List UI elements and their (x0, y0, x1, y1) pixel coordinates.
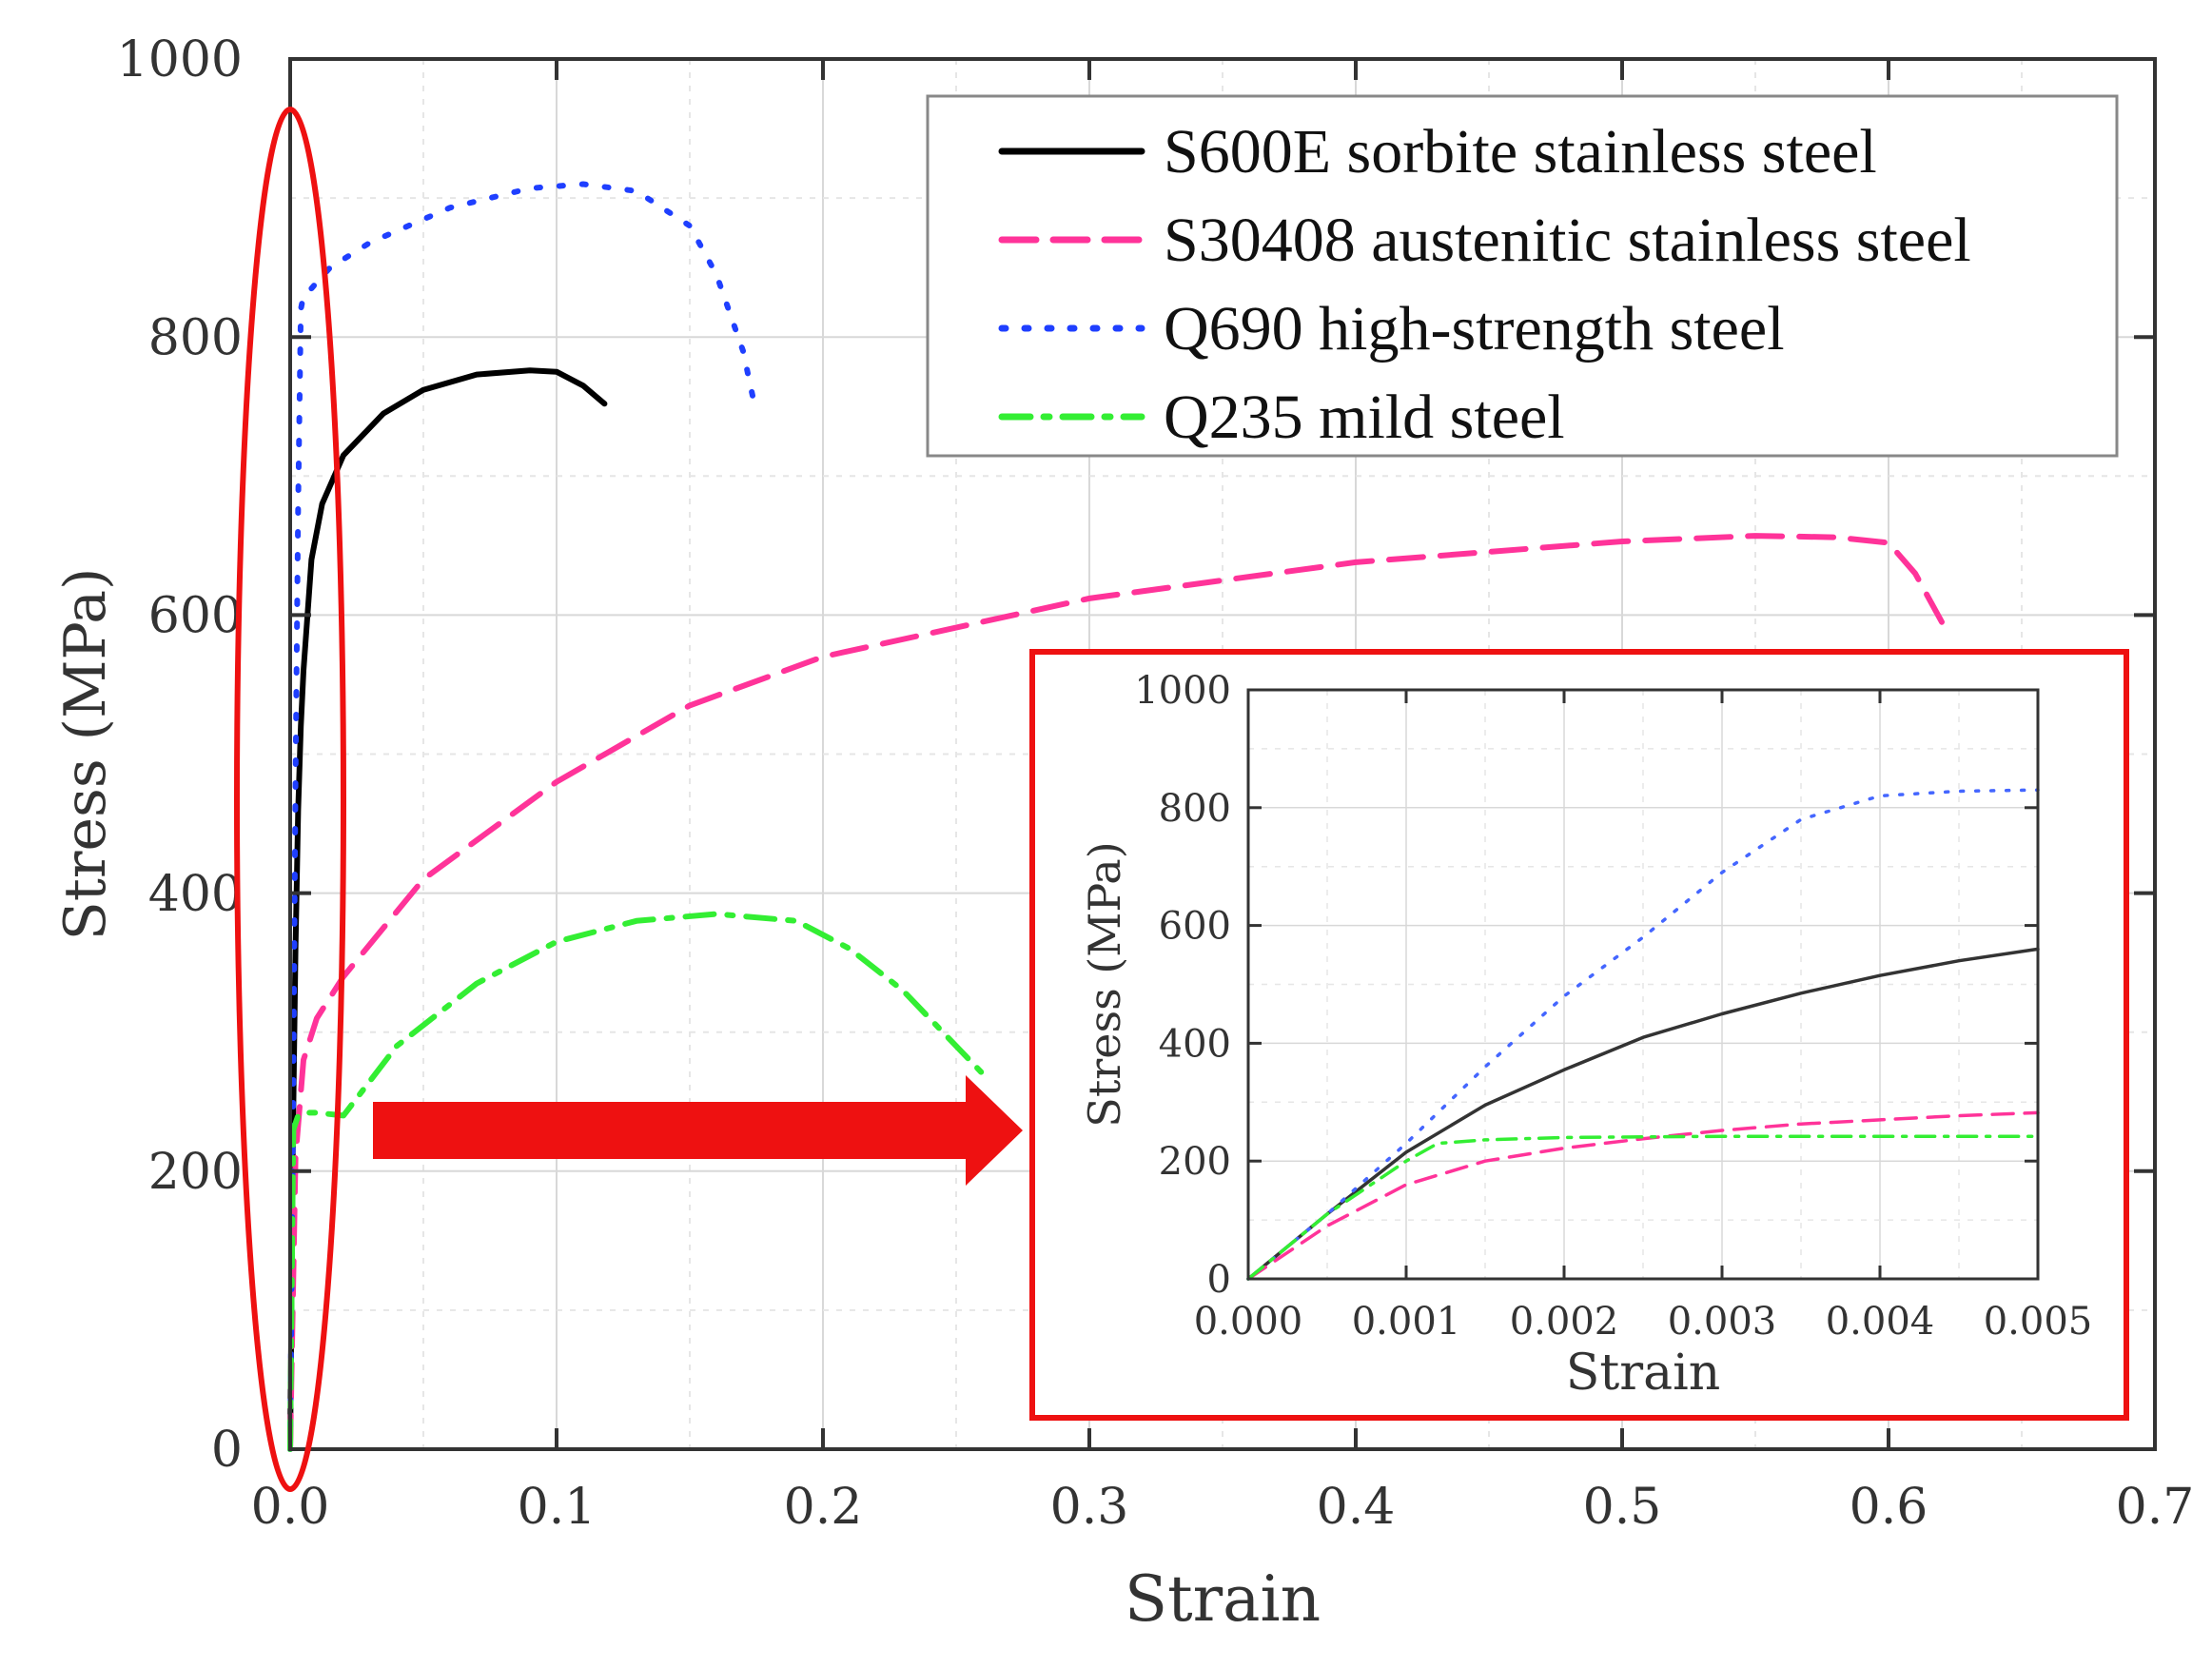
x-tick-label: 0.003 (1668, 1300, 1777, 1344)
main-series-layer (287, 181, 1945, 1452)
x-tick-label: 0.004 (1826, 1300, 1935, 1344)
legend-label: S30408 austenitic stainless steel (1164, 206, 1971, 275)
x-tick-label: 0.6 (1850, 1479, 1928, 1536)
x-tick-label: 0.000 (1194, 1300, 1303, 1344)
series-line-s30408 (287, 533, 1945, 1452)
inset-series-layer (1246, 788, 2040, 1281)
series-line-s30408 (1246, 1110, 2040, 1281)
y-tick-label: 800 (148, 309, 243, 366)
y-tick-label: 400 (1159, 1022, 1231, 1066)
x-tick-label: 0.005 (1984, 1300, 2093, 1344)
y-tick-label: 0 (211, 1422, 243, 1479)
series-line-q235 (287, 911, 986, 1452)
x-tick-label: 0.002 (1510, 1300, 1619, 1344)
x-tick-label: 0.2 (784, 1479, 863, 1536)
legend-box (926, 94, 2119, 458)
legend-label: Q690 high-strength steel (1164, 294, 1785, 363)
legend-label: S600E sorbite stainless steel (1164, 117, 1877, 187)
y-tick-label: 600 (148, 588, 243, 645)
x-tick-label: 0.001 (1352, 1300, 1461, 1344)
zoom-arrow (373, 1075, 1023, 1186)
y-tick-label: 600 (1159, 905, 1231, 949)
y-tick-label: 0 (1207, 1258, 1231, 1302)
y-tick-label: 200 (148, 1144, 243, 1201)
series-line-q235 (1246, 1134, 2040, 1281)
y-tick-label: 1000 (117, 31, 243, 88)
x-tick-label: 0.3 (1050, 1479, 1129, 1536)
y-tick-label: 400 (148, 866, 243, 923)
x-tick-label: 0.7 (2116, 1479, 2195, 1536)
y-tick-label: 200 (1159, 1140, 1231, 1184)
y-tick-label: 800 (1159, 787, 1231, 831)
inset-y-axis-label: Stress (MPa) (1079, 841, 1130, 1127)
x-tick-label: 0.5 (1583, 1479, 1662, 1536)
main-y-axis-label: Stress (MPa) (52, 568, 119, 941)
main-x-axis-label: Strain (1125, 1562, 1321, 1636)
series-line-s600e (1246, 947, 2040, 1281)
y-tick-label: 1000 (1134, 669, 1231, 713)
x-tick-label: 0.1 (518, 1479, 597, 1536)
x-tick-label: 0.4 (1317, 1479, 1396, 1536)
main-plot-frame (288, 57, 2157, 1451)
inset-box (1029, 649, 2129, 1421)
inset-plot-frame (1246, 688, 2040, 1281)
legend-label: Q235 mild steel (1164, 383, 1565, 452)
series-line-q690 (287, 181, 759, 1452)
inset-x-axis-label: Strain (1566, 1345, 1721, 1402)
inset-axis-ticks: 0.000 0.001 0.002 0.003 0.004 0.005 0 200 400 600… (1134, 669, 2092, 1344)
highlight-ellipse (234, 107, 346, 1492)
main-axis-ticks: 0.0 0.1 0.2 0.3 0.4 0.5 0.6 0.70200400600800100… (117, 31, 2195, 1536)
legend: S600E sorbite stainless steel S30408 aust… (926, 94, 2119, 458)
